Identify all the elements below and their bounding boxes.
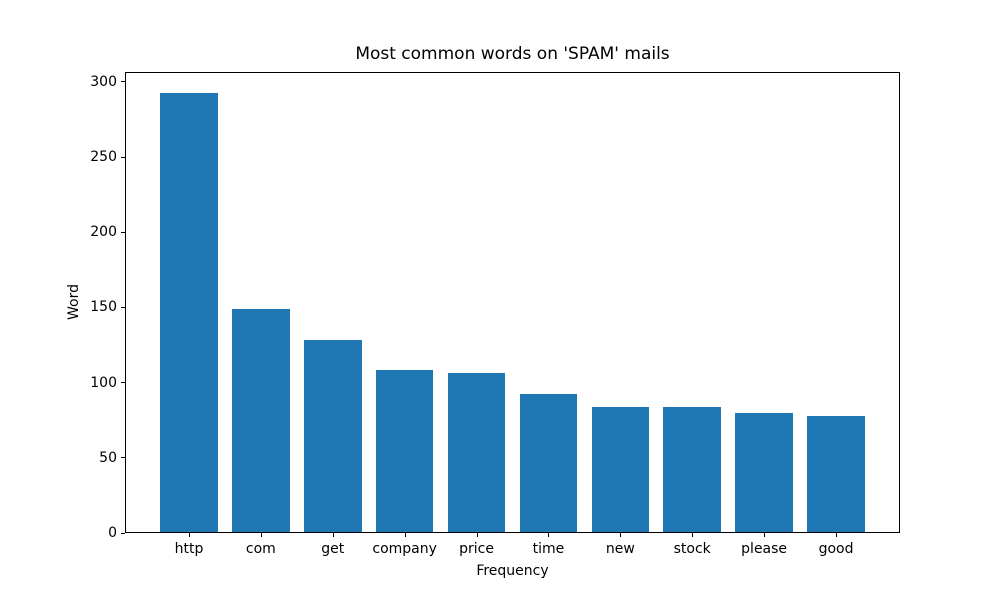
y-tick-label: 100 <box>90 374 117 391</box>
x-tick-mark <box>548 533 550 537</box>
x-tick-label-stock: stock <box>673 541 711 557</box>
x-tick-label-price: price <box>459 541 494 557</box>
y-tick-mark <box>121 306 125 308</box>
x-tick-mark <box>260 533 262 537</box>
x-axis-label: Frequency <box>476 563 549 579</box>
x-tick-label-good: good <box>818 541 854 557</box>
y-axis-label: Word <box>66 284 82 320</box>
bar-company <box>375 369 434 532</box>
x-tick-label-com: com <box>245 541 276 557</box>
x-tick-label-time: time <box>532 541 565 557</box>
y-tick-mark <box>121 382 125 384</box>
x-tick-mark <box>332 533 334 537</box>
bar-get <box>304 339 362 532</box>
bar-please <box>735 413 793 532</box>
y-tick-mark <box>121 156 125 158</box>
y-tick-label: 250 <box>90 149 117 166</box>
bar-good <box>807 416 865 532</box>
y-tick-label: 200 <box>90 224 117 241</box>
bar-http <box>160 92 218 532</box>
x-tick-mark <box>476 533 478 537</box>
bar-com <box>232 309 290 532</box>
bar-new <box>591 407 650 532</box>
x-tick-label-company: company <box>372 541 437 557</box>
bar-stock <box>663 407 721 532</box>
x-tick-mark <box>764 533 766 537</box>
bar-price <box>447 372 506 532</box>
y-tick-mark <box>121 457 125 459</box>
y-tick-mark <box>121 532 125 534</box>
y-tick-label: 300 <box>90 73 117 90</box>
y-tick-mark <box>121 81 125 83</box>
y-tick-label: 50 <box>99 449 117 466</box>
chart-title: Most common words on 'SPAM' mails <box>355 44 670 64</box>
x-tick-mark <box>404 533 406 537</box>
y-tick-mark <box>121 231 125 233</box>
x-tick-label-http: http <box>174 541 204 557</box>
x-tick-label-get: get <box>321 541 345 557</box>
x-tick-label-please: please <box>741 541 788 557</box>
bar-time <box>519 393 578 532</box>
x-tick-mark <box>620 533 622 537</box>
x-tick-mark <box>692 533 694 537</box>
x-tick-label-new: new <box>605 541 635 557</box>
y-tick-label: 0 <box>108 525 117 541</box>
y-tick-label: 150 <box>90 299 117 316</box>
x-tick-mark <box>836 533 838 537</box>
x-tick-mark <box>188 533 190 537</box>
